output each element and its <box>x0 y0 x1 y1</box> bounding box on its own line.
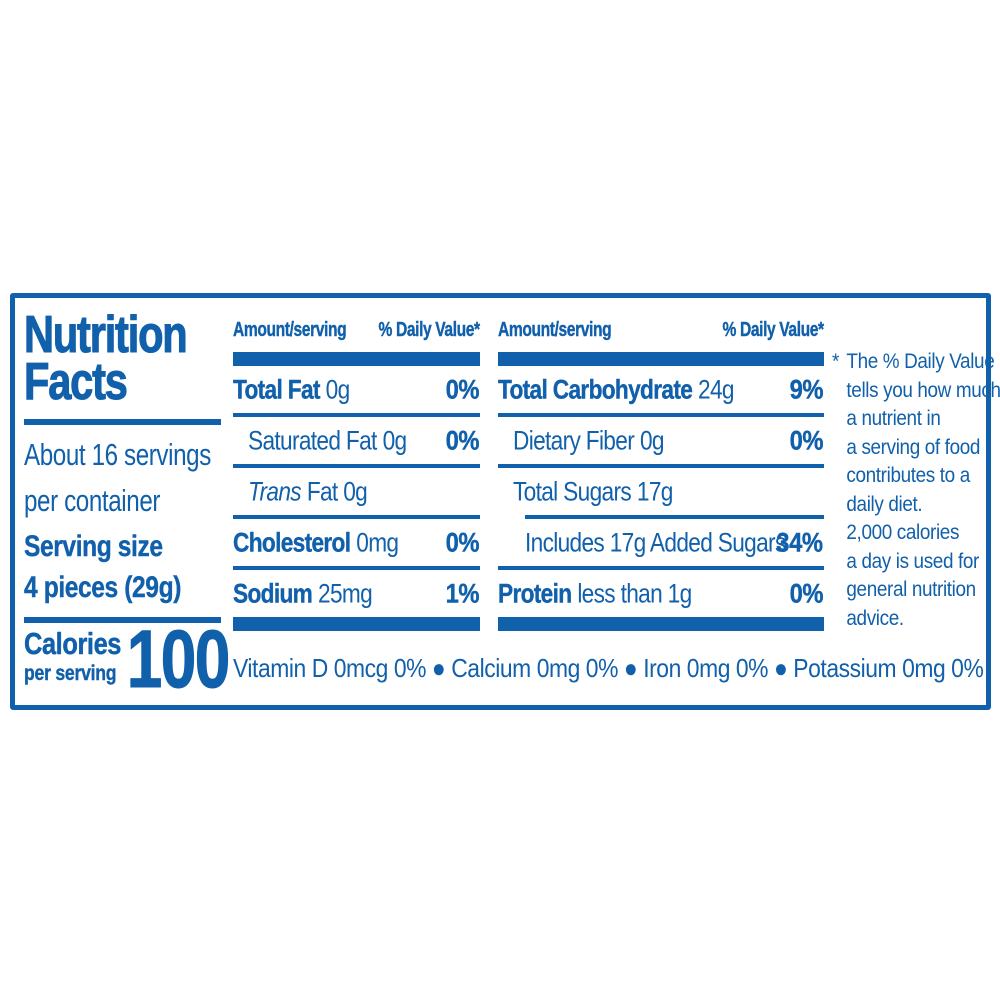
serving-size: Serving size 4 pieces (29g) <box>24 526 186 608</box>
serving-size-label: Serving size <box>24 530 163 563</box>
nutrient-row-sodium: Sodium 25mg 1% <box>233 570 480 617</box>
footnote-line: general nutrition <box>846 578 976 601</box>
servings-line-2: per container <box>24 483 161 518</box>
footnote-line: The % Daily Value <box>846 350 995 373</box>
footnote-line: tells you how much <box>846 378 1000 402</box>
nutrient-daily-value: 0% <box>789 578 823 608</box>
column-header: Amount/serving % Daily Value* <box>233 319 481 342</box>
row-divider-partial <box>525 515 824 519</box>
daily-value-header: % Daily Value* <box>378 319 481 341</box>
row-divider <box>233 413 480 417</box>
footnote-asterisk: * <box>832 350 840 373</box>
column-header: Amount/serving % Daily Value* <box>498 319 825 342</box>
calories-value: 100 <box>126 614 231 705</box>
footnote-line: daily diet. <box>846 492 923 516</box>
nutrient-row-dietary-fiber: Dietary Fiber 0g 0% <box>498 417 824 464</box>
title-line-1: Nutrition <box>24 306 189 364</box>
nutrient-amount: 0g <box>382 425 408 455</box>
nutrient-name: Total Carbohydrate <box>498 374 693 404</box>
nutrient-name: Includes 17g Added Sugars <box>525 527 786 557</box>
nutrient-row-saturated-fat: Saturated Fat 0g 0% <box>233 417 480 464</box>
calories-section: Calories per serving 100 <box>24 618 231 701</box>
nutrient-amount: 25mg <box>318 578 373 608</box>
nutrient-name: Saturated Fat <box>248 425 377 455</box>
amount-serving-header: Amount/serving <box>498 319 612 341</box>
footnote-line: advice. <box>846 606 904 630</box>
calories-labels: Calories per serving <box>24 626 142 686</box>
nutrient-row-trans-fat: Trans Fat 0g <box>233 468 480 515</box>
nutrient-amount: Fat 0g <box>306 476 368 506</box>
daily-value-footnote: * The % Daily Value tells you how much a… <box>832 348 1000 633</box>
calories-divider <box>24 617 221 623</box>
nutrient-row-total-fat: Total Fat 0g 0% <box>233 366 480 413</box>
footnote-line: a day is used for <box>846 549 979 573</box>
nutrient-amount: 0mg <box>356 527 399 557</box>
nutrient-name: Protein <box>498 578 572 608</box>
daily-value-header: % Daily Value* <box>722 319 825 341</box>
nutrient-amount: 24g <box>698 374 734 404</box>
nutrient-row-total-sugars: Total Sugars 17g <box>498 468 824 515</box>
nutrient-daily-value: 1% <box>445 578 479 608</box>
thick-divider <box>233 352 480 366</box>
title-line-2: Facts <box>24 353 129 411</box>
nutrient-row-added-sugars: Includes 17g Added Sugars 34% <box>498 519 824 566</box>
nutrient-name: Total Fat <box>233 374 321 404</box>
servings-line-1: About 16 servings <box>24 437 211 472</box>
nutrient-amount: 0g <box>639 425 665 455</box>
nutrient-daily-value: 0% <box>445 527 479 557</box>
nutrient-daily-value: 0% <box>445 374 479 404</box>
row-divider <box>498 566 824 570</box>
nutrient-daily-value: 9% <box>789 374 823 404</box>
nutrient-amount: less than 1g <box>577 578 692 608</box>
nutrition-facts-title: Nutrition Facts <box>24 306 189 411</box>
nutrient-column-right: Amount/serving % Daily Value* Total Carb… <box>498 298 825 631</box>
nutrient-daily-value: 0% <box>789 425 823 455</box>
thick-divider <box>233 617 480 631</box>
footnote-line: a nutrient in <box>846 407 941 430</box>
micronutrients-line: Vitamin D 0mcg 0% ● Calcium 0mg 0% ● Iro… <box>233 653 984 683</box>
nutrient-row-cholesterol: Cholesterol 0mg 0% <box>233 519 480 566</box>
nutrient-amount: 17g <box>636 476 673 506</box>
label-identity-column: Nutrition Facts About 16 servings per co… <box>24 306 231 701</box>
footnote-line: 2,000 calories <box>846 521 960 544</box>
nutrient-row-total-carbohydrate: Total Carbohydrate 24g 9% <box>498 366 824 413</box>
calories-label: Calories <box>24 626 122 661</box>
nutrient-amount: 0g <box>325 374 351 404</box>
row-divider <box>233 464 480 468</box>
nutrient-name: Total Sugars <box>513 476 632 506</box>
nutrient-daily-value: 34% <box>776 527 824 557</box>
footnote-line: contributes to a <box>846 464 970 487</box>
nutrient-name: Cholesterol <box>233 527 351 557</box>
calories-sublabel: per serving <box>24 662 117 685</box>
serving-size-value: 4 pieces (29g) <box>24 571 182 604</box>
nutrient-name: Dietary Fiber <box>513 425 635 455</box>
servings-per-container: About 16 servings per container <box>24 432 211 524</box>
nutrient-daily-value: 0% <box>445 425 479 455</box>
footnote-line: a serving of food <box>846 435 981 459</box>
thick-divider <box>498 352 824 366</box>
row-divider <box>498 464 824 468</box>
row-divider <box>498 413 824 417</box>
thick-divider <box>498 617 824 631</box>
nutrient-name: Trans <box>248 476 302 506</box>
nutrient-name: Sodium <box>233 578 313 608</box>
nutrition-facts-label: Nutrition Facts About 16 servings per co… <box>10 293 1000 710</box>
nutrient-row-protein: Protein less than 1g 0% <box>498 570 824 617</box>
row-divider <box>233 515 480 519</box>
nutrient-column-left: Amount/serving % Daily Value* Total Fat 0… <box>233 298 481 631</box>
title-divider <box>24 419 221 425</box>
amount-serving-header: Amount/serving <box>233 319 347 341</box>
row-divider <box>233 566 480 570</box>
